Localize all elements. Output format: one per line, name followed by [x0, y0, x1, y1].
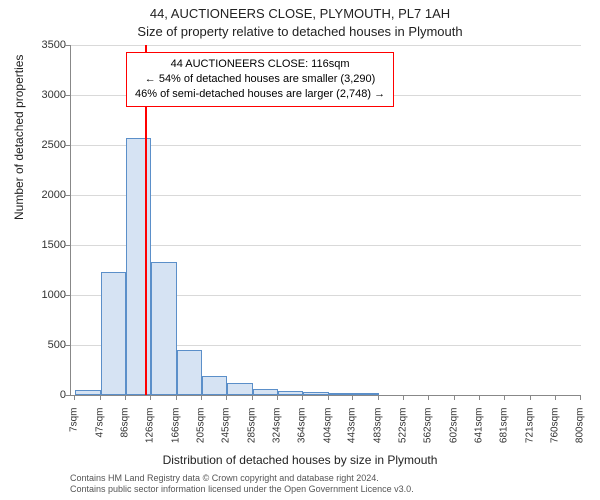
histogram-bar — [151, 262, 177, 395]
histogram-bar — [253, 389, 278, 395]
xtick-mark — [504, 395, 505, 400]
xtick-mark — [352, 395, 353, 400]
xtick-mark — [580, 395, 581, 400]
histogram-bar — [303, 392, 329, 395]
xtick-mark — [277, 395, 278, 400]
ytick-label: 3000 — [16, 89, 66, 101]
xtick-mark — [226, 395, 227, 400]
histogram-bar — [278, 391, 304, 395]
xtick-mark — [428, 395, 429, 400]
histogram-bar — [101, 272, 126, 395]
xtick-mark — [454, 395, 455, 400]
xtick-mark — [555, 395, 556, 400]
xtick-mark — [74, 395, 75, 400]
annotation-box: 44 AUCTIONEERS CLOSE: 116sqm ← 54% of de… — [126, 52, 394, 107]
ytick-label: 1000 — [16, 289, 66, 301]
chart-title-line2: Size of property relative to detached ho… — [0, 24, 600, 39]
histogram-bar — [227, 383, 253, 395]
xtick-mark — [378, 395, 379, 400]
histogram-bar — [202, 376, 228, 395]
attribution-line2: Contains public sector information licen… — [70, 484, 414, 495]
chart-container: 44, AUCTIONEERS CLOSE, PLYMOUTH, PL7 1AH… — [0, 0, 600, 500]
annotation-line3: 46% of semi-detached houses are larger (… — [135, 87, 385, 102]
annotation-line1: 44 AUCTIONEERS CLOSE: 116sqm — [135, 57, 385, 72]
xtick-mark — [328, 395, 329, 400]
xtick-mark — [252, 395, 253, 400]
xtick-mark — [403, 395, 404, 400]
x-axis-label: Distribution of detached houses by size … — [0, 453, 600, 467]
histogram-bar — [353, 393, 379, 395]
xtick-mark — [100, 395, 101, 400]
xtick-mark — [150, 395, 151, 400]
annotation-line2: ← 54% of detached houses are smaller (3,… — [135, 72, 385, 87]
xtick-mark — [125, 395, 126, 400]
ytick-label: 2000 — [16, 189, 66, 201]
xtick-mark — [530, 395, 531, 400]
histogram-bar — [329, 393, 354, 396]
xtick-mark — [201, 395, 202, 400]
histogram-bar — [126, 138, 152, 395]
ytick-label: 500 — [16, 339, 66, 351]
ytick-label: 1500 — [16, 239, 66, 251]
histogram-bar — [177, 350, 202, 395]
xtick-mark — [479, 395, 480, 400]
xtick-mark — [302, 395, 303, 400]
ytick-label: 0 — [16, 389, 66, 401]
attribution-text: Contains HM Land Registry data © Crown c… — [70, 473, 414, 495]
histogram-bar — [75, 390, 101, 396]
ytick-label: 3500 — [16, 39, 66, 51]
attribution-line1: Contains HM Land Registry data © Crown c… — [70, 473, 414, 484]
chart-title-line1: 44, AUCTIONEERS CLOSE, PLYMOUTH, PL7 1AH — [0, 6, 600, 21]
xtick-mark — [176, 395, 177, 400]
ytick-label: 2500 — [16, 139, 66, 151]
plot-area: 44 AUCTIONEERS CLOSE: 116sqm ← 54% of de… — [70, 45, 581, 396]
gridline — [71, 45, 581, 46]
